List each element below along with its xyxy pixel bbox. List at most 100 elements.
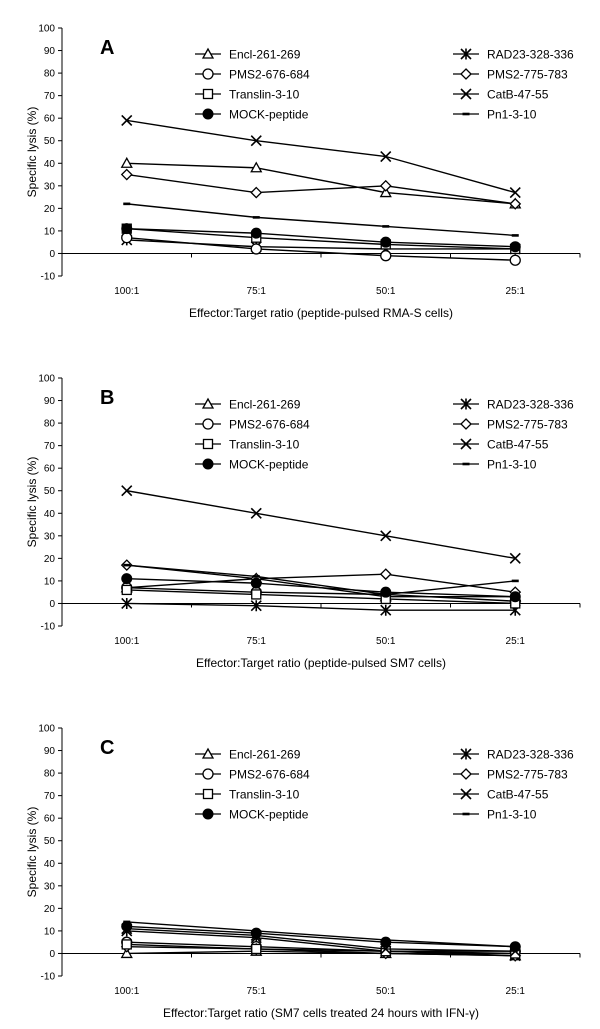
y-tick-label: 80	[44, 769, 56, 780]
series-line	[126, 577, 516, 598]
series-line	[126, 925, 516, 948]
data-point	[509, 254, 521, 266]
data-point	[380, 530, 392, 542]
data-point	[379, 568, 392, 581]
legend-label: MOCK-peptide	[229, 808, 309, 822]
data-point	[121, 584, 132, 596]
data-point	[120, 168, 133, 181]
panel-label: A	[100, 37, 114, 59]
legend-marker	[202, 68, 214, 80]
x-tick-label: 100:1	[114, 986, 139, 997]
legend-entry: CatB-47-55	[453, 438, 549, 452]
legend-label: Translin-3-10	[229, 788, 300, 802]
y-axis-label: Specific lysis (%)	[25, 807, 39, 898]
series-pms2-676-684	[121, 232, 521, 266]
y-tick-label: 80	[44, 69, 56, 80]
legend-entry: Encl-261-269	[195, 398, 301, 412]
series-pms2-775-783	[120, 168, 522, 210]
series-line	[126, 602, 516, 611]
legend-label: PMS2-775-783	[487, 68, 568, 82]
legend-marker	[460, 438, 472, 450]
y-tick-label: -10	[41, 972, 56, 983]
y-tick-label: 100	[38, 24, 55, 35]
legend-entry: Translin-3-10	[195, 88, 300, 102]
legend-label: PMS2-775-783	[487, 768, 568, 782]
legend-entry: Pn1-3-10	[453, 458, 537, 472]
series-translin-3-10	[121, 584, 521, 609]
legend-entry: RAD23-328-336	[453, 48, 574, 62]
legend-entry: RAD23-328-336	[453, 748, 574, 762]
data-point	[250, 577, 262, 589]
y-tick-label: 10	[44, 576, 56, 587]
legend-entry: MOCK-peptide	[195, 108, 309, 122]
legend-label: Translin-3-10	[229, 438, 300, 452]
y-tick-label: 50	[44, 486, 56, 497]
series-line	[126, 943, 516, 955]
data-point	[511, 945, 519, 948]
legend-entry: MOCK-peptide	[195, 808, 309, 822]
data-point	[250, 507, 262, 519]
y-tick-label: 0	[49, 949, 55, 960]
chart-panel-b: -10 0 10 20 30 40 50 60 70 80 90 100 100:1 75:1 50:1 25…	[25, 374, 581, 670]
data-point	[250, 600, 262, 612]
series-catb-47-55	[121, 114, 521, 199]
data-point	[121, 597, 133, 610]
panel-label: B	[100, 387, 114, 409]
y-tick-label: 10	[44, 226, 56, 237]
legend-marker	[462, 812, 470, 816]
y-tick-label: 50	[44, 136, 56, 147]
series-translin-3-10	[121, 939, 521, 959]
legend-entry: CatB-47-55	[453, 788, 549, 802]
data-point	[379, 186, 392, 198]
panel-label: C	[100, 737, 114, 759]
data-point	[123, 920, 131, 924]
legend-label: PMS2-676-684	[229, 768, 310, 782]
legend-label: CatB-47-55	[487, 88, 549, 102]
series-pn1-3-10	[123, 920, 519, 948]
data-point	[250, 135, 262, 147]
x-tick-label: 25:1	[506, 286, 526, 297]
x-tick-label: 75:1	[247, 636, 267, 647]
y-axis-label: Specific lysis (%)	[25, 457, 39, 548]
legend-marker	[460, 748, 472, 760]
series-line	[126, 564, 516, 593]
legend-marker	[202, 108, 214, 120]
series-line	[126, 945, 516, 957]
legend-entry: RAD23-328-336	[453, 398, 574, 412]
y-tick-label: 70	[44, 791, 56, 802]
legend-entry: CatB-47-55	[453, 88, 549, 102]
legend-entry: MOCK-peptide	[195, 458, 309, 472]
legend-marker	[202, 438, 214, 450]
legend-marker	[460, 788, 472, 800]
series-pn1-3-10	[123, 202, 519, 237]
series-line	[126, 927, 516, 952]
data-point	[252, 929, 260, 933]
legend-marker	[202, 768, 214, 780]
data-point	[509, 187, 521, 199]
y-tick-label: 20	[44, 204, 56, 215]
data-point	[250, 161, 263, 173]
legend-marker	[202, 88, 214, 100]
legend-label: Pn1-3-10	[487, 108, 537, 122]
data-point	[509, 241, 521, 253]
series-pn1-3-10	[123, 563, 519, 596]
data-point	[509, 197, 522, 210]
series-mock-peptide	[121, 223, 521, 253]
y-tick-label: 30	[44, 181, 56, 192]
data-point	[252, 575, 260, 578]
legend-entry: PMS2-676-684	[195, 768, 310, 782]
data-point	[509, 552, 521, 564]
x-axis-label: Effector:Target ratio (peptide-pulsed SM…	[196, 656, 446, 670]
data-point	[121, 485, 133, 497]
legend-entry: PMS2-775-783	[453, 68, 568, 82]
data-point	[382, 938, 390, 942]
data-point	[123, 202, 131, 206]
y-tick-label: 20	[44, 554, 56, 565]
x-tick-label: 50:1	[376, 986, 396, 997]
series-line	[126, 236, 516, 261]
y-tick-label: 0	[49, 599, 55, 610]
legend-label: Encl-261-269	[229, 398, 301, 412]
series-line	[126, 930, 516, 957]
y-tick-label: 20	[44, 904, 56, 915]
